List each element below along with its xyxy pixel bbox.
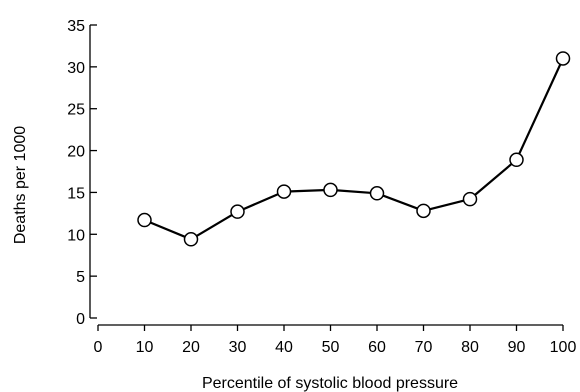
data-point (183, 232, 199, 247)
y-axis: 0 5 10 15 20 25 30 35 (67, 18, 97, 328)
data-point (137, 212, 152, 228)
x-tick-label: 10 (136, 339, 154, 356)
data-point (462, 191, 478, 207)
data-point (230, 204, 245, 219)
x-axis-title: Percentile of systolic blood pressure (202, 375, 458, 392)
data-point (509, 152, 524, 168)
plot-area (137, 51, 571, 247)
data-point (276, 184, 292, 199)
y-tick-label: 35 (67, 18, 85, 35)
y-tick-label: 10 (67, 227, 85, 244)
x-tick-label: 70 (415, 339, 433, 356)
y-tick-label: 15 (67, 185, 85, 202)
series-line (144, 58, 564, 241)
x-tick-label: 60 (368, 339, 386, 356)
x-tick-label: 30 (229, 339, 247, 356)
x-tick-label: 0 (94, 339, 103, 356)
x-axis: 0 10 20 30 40 50 60 70 80 90 100 (94, 324, 577, 356)
x-tick-label: 20 (182, 339, 200, 356)
data-point (416, 203, 431, 219)
data-point (555, 51, 571, 66)
y-tick-label: 0 (76, 311, 85, 328)
y-tick-label: 30 (67, 60, 85, 77)
x-tick-label: 50 (322, 339, 340, 356)
data-point (369, 186, 385, 201)
x-tick-label: 40 (275, 339, 293, 356)
y-tick-label: 20 (67, 144, 85, 161)
x-tick-label: 80 (461, 339, 479, 356)
x-tick-label: 90 (508, 339, 526, 356)
y-axis-title: Deaths per 1000 (12, 126, 29, 244)
x-tick-label: 100 (550, 339, 577, 356)
y-tick-label: 25 (67, 102, 85, 119)
y-tick-label: 5 (76, 269, 85, 286)
data-point (323, 182, 338, 198)
